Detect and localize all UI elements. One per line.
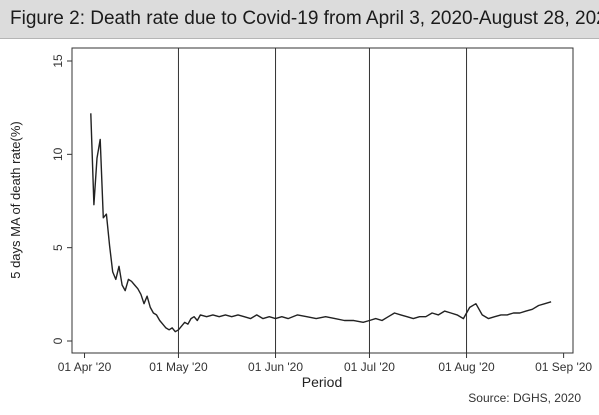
x-tick-label-4: 01 Aug '20	[438, 360, 495, 374]
plot-area	[71, 47, 574, 354]
source-note: Source: DGHS, 2020	[468, 391, 581, 405]
y-tick-label-1: 5	[51, 244, 65, 251]
x-tick-label-2: 01 Jun '20	[248, 360, 303, 374]
y-axis-label: 5 days MA of death rate(%)	[8, 121, 23, 279]
y-tick-label-0: 0	[51, 337, 65, 344]
y-axis: 0 5 10 15	[51, 54, 72, 344]
title-band	[0, 0, 599, 39]
y-tick-label-2: 10	[51, 147, 65, 161]
figure-title: Figure 2: Death rate due to Covid-19 fro…	[10, 8, 599, 29]
series-line	[90, 113, 552, 333]
x-tick-label-1: 01 May '20	[149, 360, 208, 374]
x-tick-label-3: 01 Jul '20	[344, 360, 395, 374]
x-tick-label-5: 01 Sep '20	[535, 360, 592, 374]
x-tick-label-0: 01 Apr '20	[58, 360, 112, 374]
x-axis-label: Period	[302, 374, 342, 390]
y-tick-label-3: 15	[51, 54, 65, 68]
x-axis: 01 Apr '20 01 May '20 01 Jun '20 01 Jul '20…	[58, 353, 592, 374]
reference-lines	[177, 48, 468, 353]
